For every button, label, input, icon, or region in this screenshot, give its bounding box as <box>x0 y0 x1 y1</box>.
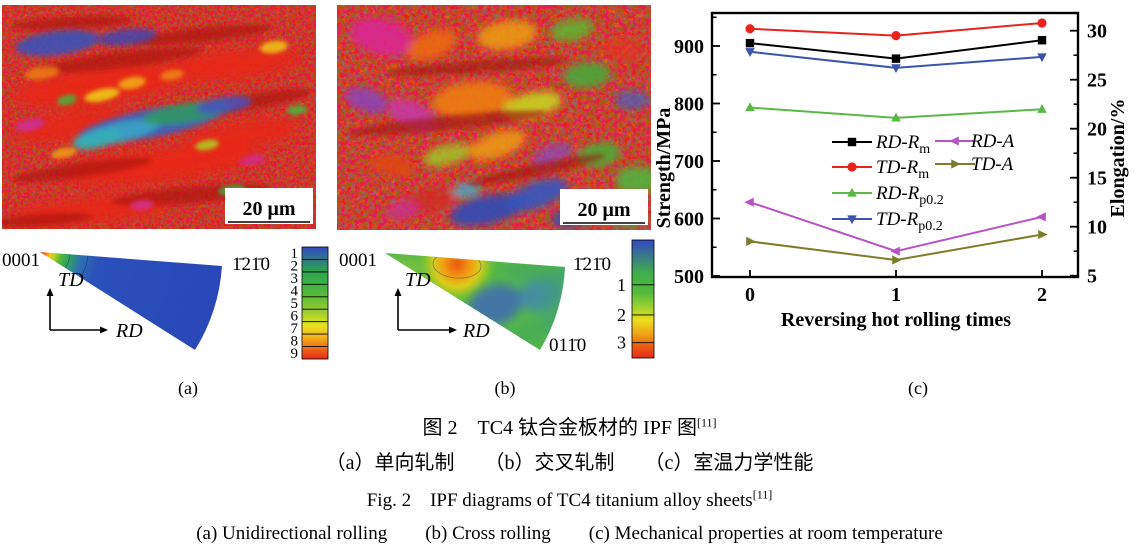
colorbar-a-label: 2 <box>291 259 299 275</box>
chart-axes: 500 600 700 800 900 5 10 15 20 25 30 0 1 2 Strength/MP… <box>653 11 1129 331</box>
colorbar-a-label: 6 <box>291 308 299 324</box>
ebsd-map-unidirectional: 20 μm <box>2 5 316 229</box>
caption-en-title: Fig. 2 IPF diagrams of TC4 titanium allo… <box>0 485 1139 512</box>
arrow-right-icon <box>449 326 457 334</box>
left-tick-label: 600 <box>674 209 704 231</box>
panel-label-a: (a) <box>178 378 198 398</box>
caption-en-ref: [11] <box>752 487 773 502</box>
right-tick-label: 5 <box>1087 266 1097 288</box>
map-b-scale-bar: 20 μm <box>560 189 648 225</box>
colorbar-a-label: 5 <box>291 296 299 312</box>
series-RD-Rm <box>745 36 1047 63</box>
legend-entry-TD-A: TD-A <box>935 154 1014 175</box>
colorbar-b-label: 3 <box>617 333 626 353</box>
series-TD-Rp0.2 <box>745 48 1047 74</box>
caption-cn-title-text: 图 2 TC4 钛合金板材的 IPF 图 <box>422 417 697 439</box>
right-tick-label: 30 <box>1087 21 1107 43</box>
left-tick-label: 800 <box>674 94 704 116</box>
mechanical-properties-chart: 500 600 700 800 900 5 10 15 20 25 30 0 1 2 Strength/MP… <box>653 11 1129 331</box>
legend-label: TD-Rp0.2 <box>876 209 943 234</box>
caption-en-title-text: Fig. 2 IPF diagrams of TC4 titanium allo… <box>366 490 753 511</box>
legend-label: TD-Rm <box>876 157 929 182</box>
map-a-dark-streaks <box>2 16 312 227</box>
legend-entry-TD-Rp0.2: TD-Rp0.2 <box>832 209 943 234</box>
map-a-scale-bar: 20 μm <box>225 188 313 224</box>
series-TD-A <box>746 229 1048 265</box>
ipf-wedge-a-contours <box>65 254 89 278</box>
x-tick-label: 0 <box>745 284 755 306</box>
colorbar-a-label: 3 <box>291 271 299 287</box>
map-a-blue-band <box>15 28 252 150</box>
series-RD-Rp0.2 <box>745 102 1047 122</box>
x-tick-label: 1 <box>891 284 901 306</box>
colorbar-a-label: 9 <box>291 346 299 360</box>
td-axis-label-a: TD <box>58 269 84 291</box>
td-axis-label-b: TD <box>405 269 431 291</box>
colorbar-b-label: 2 <box>617 305 626 325</box>
arrow-right-icon <box>100 326 108 334</box>
pole-label-1210-a: 1̄21̄0 <box>232 254 270 275</box>
colorbar-a-label: 7 <box>291 321 299 337</box>
caption-cn-subtitle: （a）单向轧制 （b）交叉轧制 （c）室温力学性能 <box>0 446 1139 475</box>
left-tick-label: 700 <box>674 151 704 173</box>
legend-entry-RD-A: RD-A <box>935 131 1015 152</box>
ipf-wedge-a <box>40 252 222 350</box>
colorbar-a-ticks <box>302 258 328 348</box>
panel-label-b: (b) <box>494 378 516 398</box>
colorbar-b-labels: 1 2 3 <box>617 275 626 353</box>
x-tick-label: 2 <box>1037 284 1047 306</box>
pole-label-0110-b: 011̄0 <box>549 335 586 356</box>
arrow-up-icon <box>46 288 54 296</box>
pole-label-0001-a: 0001 <box>2 250 40 271</box>
axes-arrows-b <box>394 288 457 334</box>
right-tick-label: 25 <box>1087 70 1107 92</box>
arrow-up-icon <box>394 288 402 296</box>
colorbar-a-label: 8 <box>291 333 299 349</box>
legend-entry-RD-Rm: RD-Rm <box>832 132 930 157</box>
scale-bar-label-a: 20 μm <box>243 198 296 220</box>
right-tick-label: 10 <box>1087 217 1107 239</box>
axes-arrows-a <box>46 288 108 334</box>
rd-axis-label-a: RD <box>115 320 143 342</box>
series-RD-A <box>744 197 1046 256</box>
colorbar-a-label: 1 <box>291 246 299 262</box>
colorbar-a-label: 4 <box>291 284 299 300</box>
ebsd-map-cross: 20 μm <box>337 5 651 230</box>
right-tick-label: 20 <box>1087 119 1107 141</box>
legend-entry-RD-Rp0.2: RD-Rp0.2 <box>832 183 944 208</box>
map-b-dark-streaks <box>347 58 606 186</box>
legend-label: RD-Rm <box>875 132 930 157</box>
legend-label: RD-Rp0.2 <box>875 183 944 208</box>
pole-label-0001-b: 0001 <box>339 250 377 271</box>
x-axis-title: Reversing hot rolling times <box>781 309 1011 331</box>
left-tick-label: 500 <box>674 266 704 288</box>
series-TD-Rm <box>745 18 1047 41</box>
colorbar-b-ticks <box>632 284 654 344</box>
colorbar-b: 1 2 3 <box>617 239 655 359</box>
scale-bar-label-b: 20 μm <box>578 199 631 221</box>
left-tick-label: 900 <box>674 36 704 58</box>
legend-entry-TD-Rm: TD-Rm <box>832 157 929 182</box>
caption-en-subtitle: (a) Unidirectional rolling (b) Cross rol… <box>0 518 1139 545</box>
left-axis-title: Strength/MPa <box>653 108 675 229</box>
caption-cn-subtitle-text: （a）单向轧制 （b）交叉轧制 （c）室温力学性能 <box>325 452 814 474</box>
right-tick-label: 15 <box>1087 168 1107 190</box>
caption-cn-ref: [11] <box>696 415 717 430</box>
legend-label: TD-A <box>971 154 1014 175</box>
colorbar-b-label: 1 <box>617 275 626 295</box>
rd-axis-label-b: RD <box>462 320 490 342</box>
caption-cn-title: 图 2 TC4 钛合金板材的 IPF 图[11] <box>0 411 1139 440</box>
caption-en-subtitle-text: (a) Unidirectional rolling (b) Cross rol… <box>196 523 943 544</box>
pole-figure-b: 0001 1̄21̄0 011̄0 TD RD 1 2 3 <box>339 239 655 359</box>
panel-label-c: (c) <box>908 378 928 398</box>
right-axis-title: Elongation/% <box>1107 99 1129 218</box>
pole-label-1210-b: 1̄21̄0 <box>573 254 611 275</box>
legend-label: RD-A <box>970 131 1015 152</box>
